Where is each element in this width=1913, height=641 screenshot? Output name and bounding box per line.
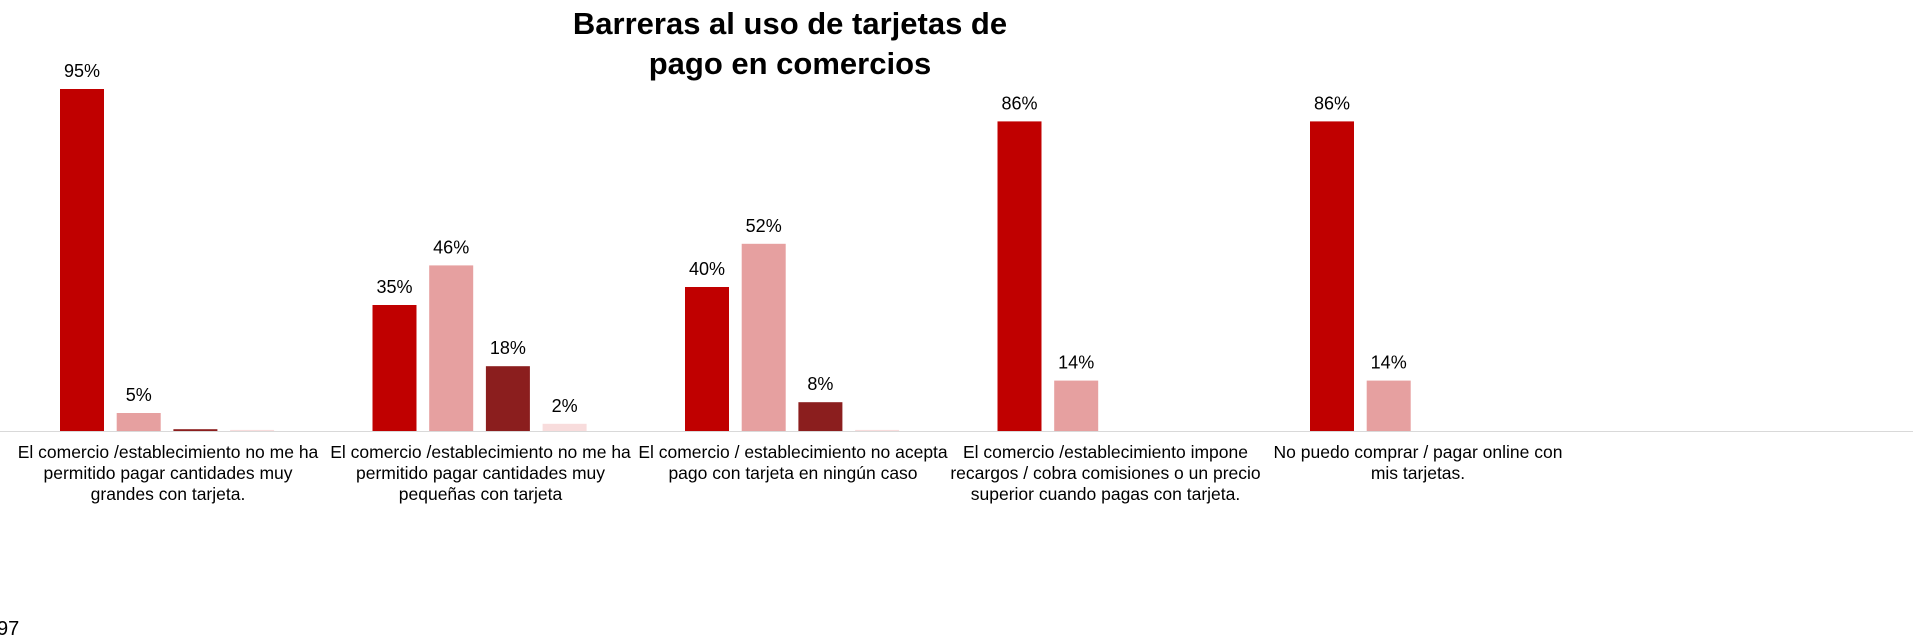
bar: [798, 402, 843, 431]
data-label: 2%: [552, 396, 578, 416]
bar: [997, 121, 1042, 432]
data-label: 86%: [1001, 93, 1037, 113]
data-label: 18%: [490, 338, 526, 358]
bar: [173, 429, 218, 431]
bar: [485, 366, 530, 431]
bar: [230, 429, 275, 431]
x-tick-label: El comercio /establecimiento no me ha pe…: [17, 442, 319, 504]
chart-title: Barreras al uso de tarjetas de pago en c…: [572, 6, 1008, 81]
x-tick-label: No puedo comprar / pagar online con mis …: [1273, 442, 1563, 483]
bar: [542, 423, 587, 431]
bar: [685, 287, 729, 431]
bar: [1054, 380, 1099, 431]
bar: [1310, 121, 1354, 432]
data-label: 86%: [1314, 93, 1350, 113]
data-label: 40%: [689, 259, 725, 279]
bar: [1366, 380, 1411, 431]
data-label: 5%: [126, 385, 152, 405]
data-label: 46%: [433, 237, 469, 257]
bar: [60, 89, 104, 431]
bar: [372, 305, 417, 431]
bar: [741, 243, 786, 431]
data-label: 8%: [807, 374, 833, 394]
data-label: 14%: [1371, 353, 1407, 373]
x-tick-label: El comercio /establecimiento no me ha pe…: [330, 442, 631, 504]
bar: [855, 429, 900, 431]
data-label: 52%: [746, 216, 782, 236]
data-label: 35%: [376, 277, 412, 297]
x-tick-label: El comercio / establecimiento no acepta …: [638, 442, 948, 483]
bar: [429, 265, 474, 431]
data-label: 95%: [64, 61, 100, 81]
chart: 95% 5% 35% 46% 18% 2% 40% 52% 8% 86% 14% 86% 14%: [0, 61, 1913, 432]
bar: [116, 413, 161, 431]
data-label: 14%: [1058, 353, 1094, 373]
annotation: 97: [0, 618, 20, 640]
x-tick-label: El comercio /establecimiento impone reca…: [950, 442, 1261, 504]
